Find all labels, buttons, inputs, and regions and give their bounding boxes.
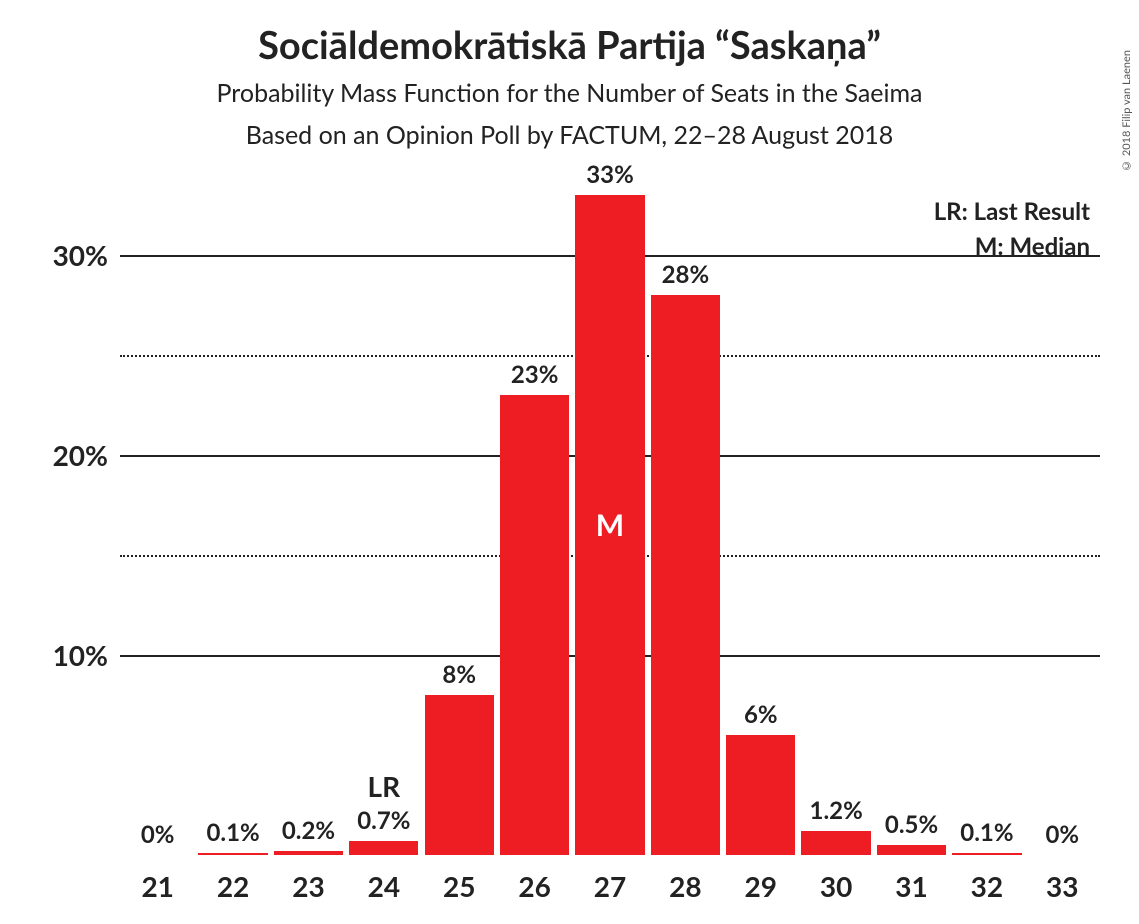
chart-title-text: Sociāldemokrātiskā Partija “Saskaņa” (258, 22, 881, 68)
bar (425, 695, 494, 855)
y-tick-label: 30% (53, 238, 120, 272)
bar (726, 735, 795, 855)
x-tick-label: 22 (217, 855, 249, 903)
chart-subtitle-1-text: Probability Mass Function for the Number… (217, 78, 923, 108)
bar-value-label: 0% (141, 820, 175, 849)
plot-area: 10%20%30% 0%0.1%0.2%0.7%LR8%23%33%M28%6%… (120, 195, 1100, 855)
bar-annotation: LR (368, 769, 401, 803)
bar-slot: 0.1% (195, 195, 270, 855)
bar-slot: 0.1% (949, 195, 1024, 855)
copyright-text: © 2018 Filip van Laenen (1120, 50, 1133, 172)
bar-value-label: 0.5% (885, 810, 938, 839)
chart-subtitle-2: Based on an Opinion Poll by FACTUM, 22–2… (0, 120, 1139, 150)
legend: LR: Last Result M: Median (934, 197, 1090, 261)
chart-subtitle-1: Probability Mass Function for the Number… (0, 78, 1139, 108)
bar-value-label: 0% (1046, 820, 1080, 849)
bar-slot: 0.7% LR (346, 195, 421, 855)
x-tick-label: 32 (971, 855, 1003, 903)
y-tick-label: 20% (53, 438, 120, 472)
x-tick-label: 28 (669, 855, 701, 903)
bar-slot: 0.2% (271, 195, 346, 855)
x-tick-label: 24 (368, 855, 400, 903)
legend-lr: LR: Last Result (934, 197, 1090, 226)
legend-m: M: Median (934, 232, 1090, 261)
bar-slot: 6% (723, 195, 798, 855)
bar (801, 831, 870, 855)
bar-value-label: 8% (442, 660, 476, 689)
x-tick-label: 30 (820, 855, 852, 903)
bar-value-label: 33% (586, 160, 634, 189)
bars-layer: 0% 0.1% 0.2% 0.7% LR 8% 23% 33%M 28% 6% 1.2% 0.5% 0.… (120, 195, 1100, 855)
bar-slot: 1.2% (798, 195, 873, 855)
bar-value-label: 23% (511, 360, 559, 389)
bar (651, 295, 720, 855)
bar-slot: 0% (1025, 195, 1100, 855)
x-tick-label: 27 (594, 855, 626, 903)
x-tick-label: 23 (292, 855, 324, 903)
y-tick-label: 10% (53, 638, 120, 672)
bar-slot: 23% (497, 195, 572, 855)
bar-slot: 8% (422, 195, 497, 855)
bar-value-label: 1.2% (810, 796, 863, 825)
x-tick-label: 31 (895, 855, 927, 903)
bar-value-label: 0.1% (960, 818, 1013, 847)
bar-slot: 0% (120, 195, 195, 855)
bar-slot: 28% (648, 195, 723, 855)
bar (500, 395, 569, 855)
bar-slot: 33%M (572, 195, 647, 855)
bar-value-label: 0.7% (357, 806, 410, 835)
bar-value-label: 0.2% (282, 816, 335, 845)
bar-value-label: 28% (662, 260, 710, 289)
bar (349, 841, 418, 855)
x-tick-label: 21 (141, 855, 173, 903)
x-tick-label: 33 (1046, 855, 1078, 903)
x-tick-label: 26 (518, 855, 550, 903)
chart-container: Sociāldemokrātiskā Partija “Saskaņa” Pro… (0, 0, 1139, 924)
x-tick-label: 29 (745, 855, 777, 903)
bar-inside-label: M (596, 507, 624, 543)
chart-title: Sociāldemokrātiskā Partija “Saskaņa” (0, 22, 1139, 68)
bar-value-label: 6% (744, 700, 778, 729)
x-tick-label: 25 (443, 855, 475, 903)
bar (877, 845, 946, 855)
chart-subtitle-2-text: Based on an Opinion Poll by FACTUM, 22–2… (246, 120, 893, 150)
bar-value-label: 0.1% (206, 818, 259, 847)
bar-slot: 0.5% (874, 195, 949, 855)
